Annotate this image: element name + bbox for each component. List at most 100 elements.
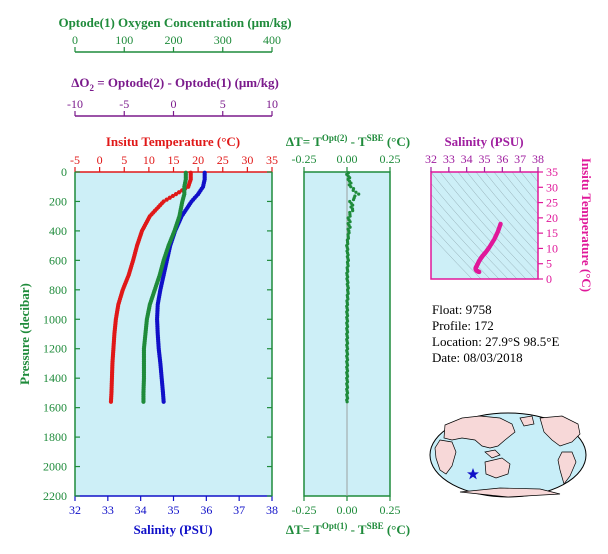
delta-t-top-tick-label: -0.25	[292, 152, 317, 166]
temperature-point	[173, 191, 179, 197]
salinity-axis-tick-label: 34	[135, 503, 147, 517]
density-contour	[502, 172, 538, 215]
date-info: Date: 08/03/2018	[432, 350, 523, 366]
delta-t-bottom-tick-label: 0.25	[380, 503, 401, 517]
main-panel: Insitu Temperature (°C) -5 0 5 10 15 20 25 30 35…	[17, 134, 278, 537]
ts-salinity-tick-label: 36	[496, 152, 508, 166]
temperature-axis-tick-label: 20	[192, 153, 204, 167]
temperature-axis-tick-label: 5	[121, 153, 127, 167]
salinity-axis-tick-label: 35	[168, 503, 180, 517]
ts-temperature-tick-label: 20	[546, 211, 558, 225]
profile-label: Profile:	[432, 318, 471, 333]
location-label: Location:	[432, 334, 482, 349]
pressure-tick-label: 200	[49, 194, 67, 208]
ts-salinity-axis-title: Salinity (PSU)	[444, 134, 523, 149]
float-label: Float:	[432, 302, 463, 317]
series-temperature	[108, 170, 193, 404]
ts-temperature-tick-label: 25	[546, 196, 558, 210]
density-contour	[431, 204, 500, 279]
pressure-axis-title: Pressure (decibar)	[17, 283, 32, 385]
location-info: Location: 27.9°S 98.5°E	[432, 334, 559, 350]
ts-plot-area	[431, 172, 538, 279]
salinity-axis-title: Salinity (PSU)	[133, 522, 212, 537]
delta-t-title-top: ΔT= TOpt(2) - TSBE (°C)	[286, 133, 410, 149]
delta-t-point	[345, 400, 349, 404]
temperature-axis-tick-label: 15	[168, 153, 180, 167]
ts-salinity-tick-label: 34	[461, 152, 473, 166]
oxygen-axis: Optode(1) Oxygen Concentration (μm/kg) 0…	[58, 15, 292, 53]
density-contour	[529, 172, 538, 183]
density-contour	[457, 172, 538, 264]
delta-t-bottom-tick-label: -0.25	[292, 503, 317, 517]
temperature-axis-tick-label: 0	[97, 153, 103, 167]
temperature-point	[164, 197, 169, 202]
density-contour	[448, 172, 538, 274]
delta-o2-axis: ΔO2 = Optode(2) - Optode(1) (μm/kg) -10 -…	[67, 75, 279, 117]
temperature-axis-tick-label: 35	[266, 153, 278, 167]
delta-t-title-bottom: ΔT= TOpt(1) - TSBE (°C)	[286, 521, 410, 537]
oxygen-axis-tick-label: 100	[115, 33, 133, 47]
delta-o2-axis-tick-label: 0	[171, 97, 177, 111]
ts-salinity-tick-label: 38	[532, 152, 544, 166]
ts-temperature-tick-label: 5	[546, 257, 552, 271]
ts-salinity-tick-label: 37	[514, 152, 526, 166]
oxygen-axis-tick-label: 400	[263, 33, 281, 47]
temperature-axis-title: Insitu Temperature (°C)	[106, 134, 240, 149]
delta-t-point	[348, 220, 352, 224]
pressure-tick-label: 2000	[43, 460, 67, 474]
salinity-axis-tick-label: 32	[69, 503, 81, 517]
float-info: Float: 9758	[432, 302, 492, 318]
temperature-point	[108, 399, 114, 404]
ts-salinity-tick-label: 33	[443, 152, 455, 166]
density-contour	[493, 172, 538, 225]
temperature-point	[176, 190, 182, 195]
main-plot-area	[75, 172, 272, 496]
ts-temperature-axis-title: Insitu Temperature (°C)	[579, 158, 594, 292]
pressure-tick-label: 1800	[43, 430, 67, 444]
density-contour	[511, 172, 538, 205]
oxygen-axis-tick-label: 0	[72, 33, 78, 47]
density-contour	[466, 172, 538, 255]
salinity-axis-tick-label: 38	[266, 503, 278, 517]
oxygen-point	[141, 399, 146, 404]
pressure-tick-label: 600	[49, 253, 67, 267]
temperature-axis-tick-label: 10	[143, 153, 155, 167]
delta-t-point	[349, 185, 353, 189]
float-location-marker	[467, 468, 479, 480]
temperature-point	[170, 193, 175, 199]
delta-o2-axis-title: ΔO2 = Optode(2) - Optode(1) (μm/kg)	[71, 75, 279, 93]
oxygen-axis-tick-label: 200	[165, 33, 183, 47]
date-value: 08/03/2018	[463, 350, 523, 365]
salinity-axis-tick-label: 33	[102, 503, 114, 517]
location-value: 27.9°S 98.5°E	[485, 334, 560, 349]
salinity-axis-tick-label: 37	[233, 503, 245, 517]
oxygen-axis-tick-label: 300	[214, 33, 232, 47]
location-map	[429, 412, 587, 498]
temperature-axis-tick-label: -5	[70, 153, 80, 167]
ts-temperature-tick-label: 10	[546, 241, 558, 255]
pressure-tick-label: 2200	[43, 489, 67, 503]
delta-t-point	[348, 225, 352, 229]
float-value: 9758	[465, 302, 492, 317]
delta-t-point	[351, 209, 355, 213]
delta-t-top-tick-label: 0.25	[380, 152, 401, 166]
delta-o2-axis-tick-label: 5	[220, 97, 226, 111]
density-contour	[431, 235, 473, 279]
density-contour	[520, 172, 538, 194]
ts-temperature-tick-label: 35	[546, 165, 558, 179]
pressure-tick-label: 1200	[43, 342, 67, 356]
pressure-tick-label: 1400	[43, 371, 67, 385]
delta-t-top-tick-label: 0.00	[337, 152, 358, 166]
ts-temperature-tick-label: 30	[546, 180, 558, 194]
ts-point	[498, 221, 503, 227]
pressure-tick-label: 0	[61, 165, 67, 179]
delta-t-panel: ΔT= TOpt(2) - TSBE (°C) -0.25 -0.25 0.00 0.…	[286, 133, 410, 537]
salinity-axis-tick-label: 36	[200, 503, 212, 517]
delta-t-point	[354, 190, 358, 194]
date-label: Date:	[432, 350, 461, 365]
delta-t-point	[357, 192, 361, 196]
density-contour	[431, 225, 482, 279]
pressure-tick-label: 800	[49, 283, 67, 297]
